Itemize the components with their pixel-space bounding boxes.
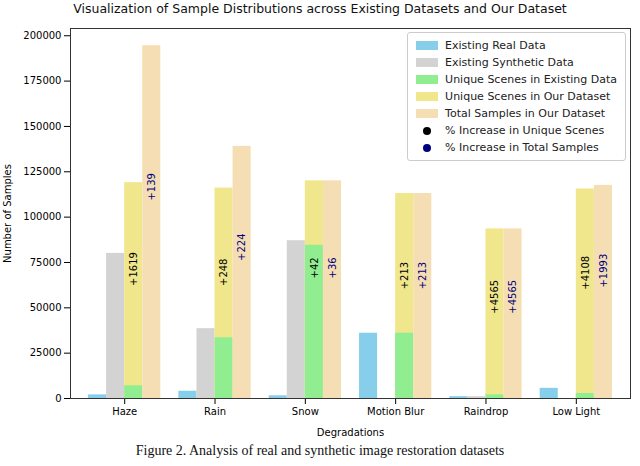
svg-text:+4108: +4108 [580,256,591,290]
html-text:Figure 2. Analysis of real and: Figure 2. Analysis of real and synthetic… [135,443,505,458]
svg-text:100000: 100000 [23,211,61,222]
svg-text:Raindrop: Raindrop [464,406,509,417]
svg-text:Rain: Rain [204,406,226,417]
svg-text:+248: +248 [218,259,229,286]
svg-text:+1619: +1619 [128,252,139,286]
svg-text:+213: +213 [417,262,428,289]
html-text:Total Samples in Our Dataset: Total Samples in Our Dataset [445,107,605,120]
svg-text:+224: +224 [236,234,247,261]
svg-text:Haze: Haze [112,406,137,417]
html-text:Existing Synthetic Data: Existing Synthetic Data [445,56,574,69]
svg-text:+4565: +4565 [489,280,500,314]
html-text:Unique Scenes in Existing Data: Unique Scenes in Existing Data [445,73,617,86]
svg-text:125000: 125000 [23,166,61,177]
svg-text:+36: +36 [327,257,338,278]
svg-text:0: 0 [55,393,61,404]
html-text:Visualization of Sample Distri: Visualization of Sample Distributions ac… [73,1,567,16]
svg-text:Low Light: Low Light [552,406,600,417]
svg-text:75000: 75000 [30,257,62,268]
svg-text:25000: 25000 [30,347,62,358]
svg-text:50000: 50000 [30,302,62,313]
html-text:% Increase in Unique Scenes: % Increase in Unique Scenes [445,124,605,137]
svg-text:+213: +213 [399,262,410,289]
svg-text:+139: +139 [146,173,157,200]
svg-text:Motion Blur: Motion Blur [367,406,425,417]
svg-text:175000: 175000 [23,75,61,86]
html-text:% Increase in Total Samples: % Increase in Total Samples [445,141,599,154]
svg-text:+42: +42 [309,257,320,278]
svg-text:+4565: +4565 [507,280,518,314]
svg-text:Snow: Snow [292,406,319,417]
svg-text:200000: 200000 [23,30,61,41]
svg-text:150000: 150000 [23,121,61,132]
svg-text:Number of Samples: Number of Samples [2,164,13,263]
html-text:Existing Real Data: Existing Real Data [445,39,546,52]
html-text:Unique Scenes in Our Dataset: Unique Scenes in Our Dataset [445,90,611,103]
svg-text:+1993: +1993 [598,254,609,288]
svg-text:Degradations: Degradations [317,427,384,438]
